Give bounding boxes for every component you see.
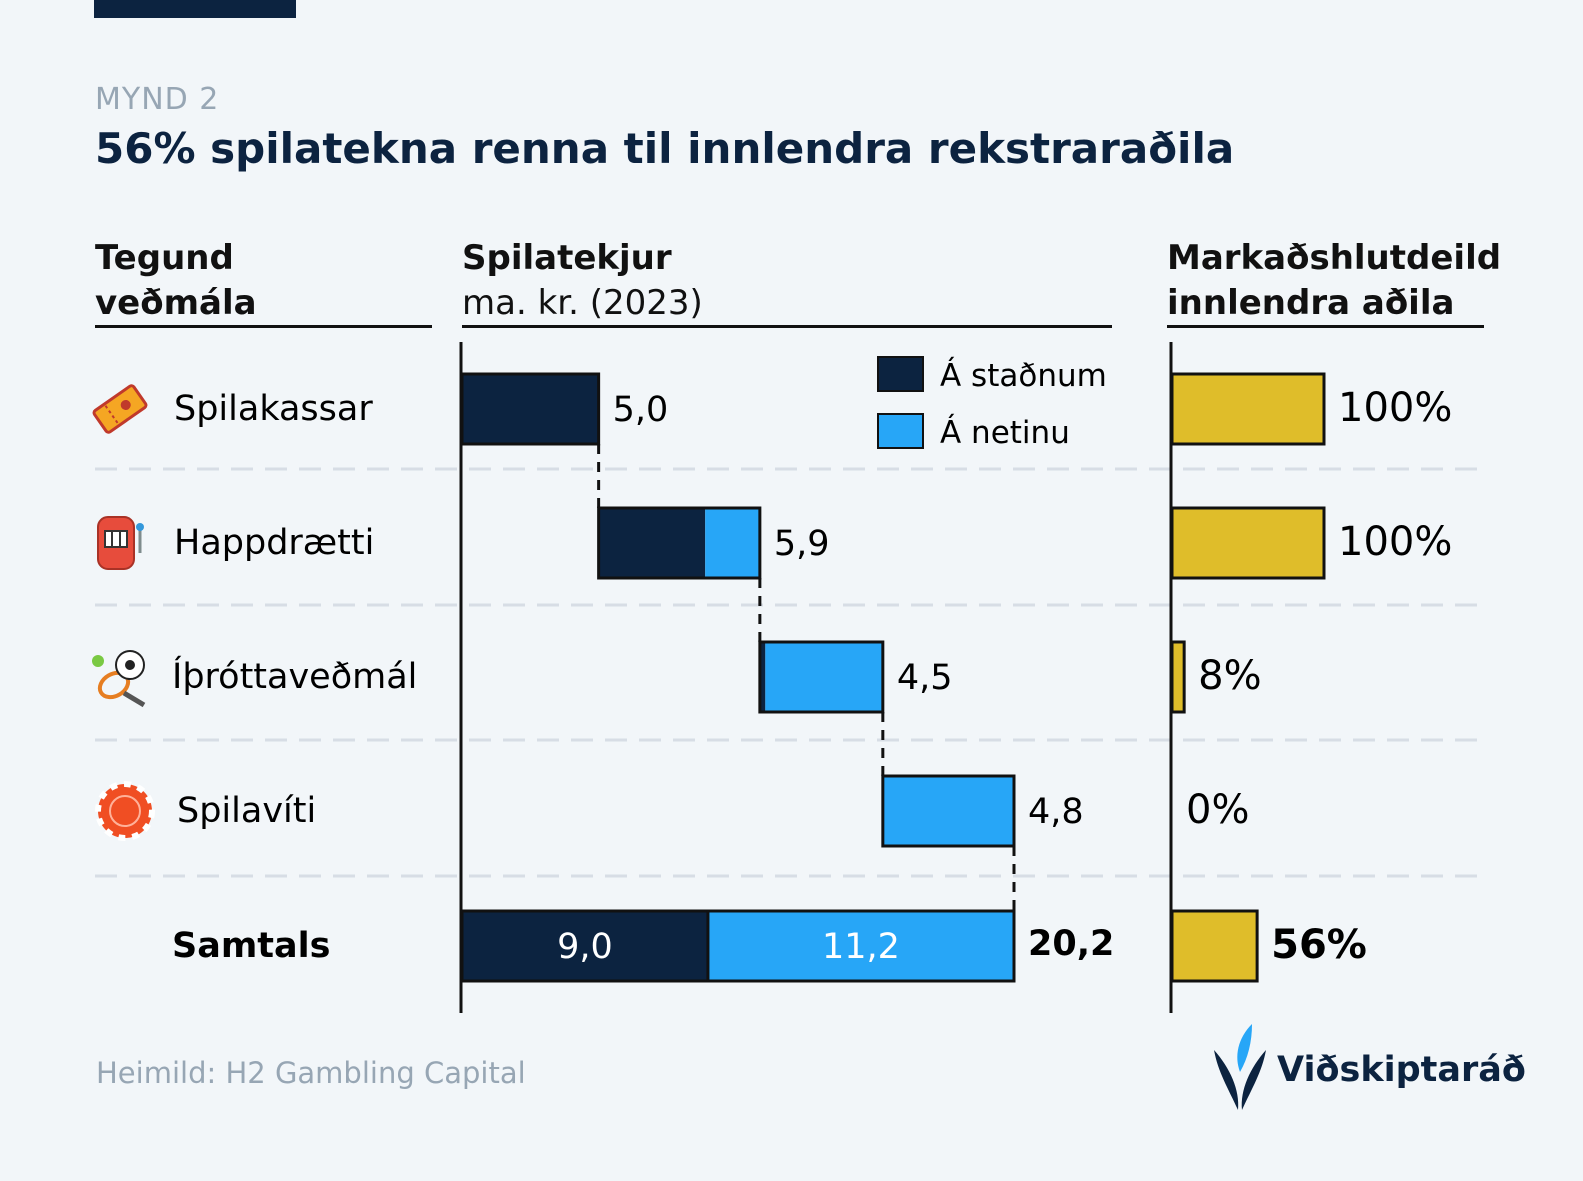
header-share-line2: innlendra aðila	[1167, 283, 1455, 323]
legend-label-onsite: Á staðnum	[940, 358, 1107, 394]
bar-outline	[758, 640, 885, 714]
header-revenue: Spilatekjur ma. kr. (2023)	[462, 236, 703, 326]
bar-value-label: 5,0	[613, 390, 669, 430]
header-share-line1: Markaðshlutdeild	[1167, 238, 1502, 278]
sports-icon	[92, 650, 146, 708]
share-value-label: 8%	[1198, 653, 1261, 699]
total-online-label: 11,2	[822, 927, 900, 967]
ticket-icon	[92, 384, 148, 434]
source-note: Heimild: H2 Gambling Capital	[96, 1056, 526, 1090]
bar-outline	[597, 506, 762, 580]
total-share-label: 56%	[1271, 922, 1367, 968]
bar-value-label: 4,8	[1028, 792, 1084, 832]
header-type: Tegund veðmála	[95, 236, 257, 326]
bar-onsite	[598, 508, 706, 578]
top-accent-bar	[94, 0, 296, 18]
total-bar-outline	[460, 909, 1016, 983]
bar-value-label: 5,9	[774, 524, 830, 564]
share-bar	[1170, 506, 1326, 580]
bar-onsite	[462, 374, 599, 444]
row-label: Íþróttaveðmál	[172, 655, 417, 697]
share-bar	[1170, 640, 1186, 714]
bar-onsite	[759, 642, 766, 712]
bar-outline	[460, 372, 601, 446]
header-share: Markaðshlutdeild innlendra aðila	[1167, 236, 1501, 326]
header-revenue-line1: Spilatekjur	[462, 238, 672, 278]
bar-online	[765, 642, 883, 712]
legend-label-online: Á netinu	[940, 415, 1070, 451]
total-share-bar	[1170, 909, 1259, 983]
bar-online	[882, 776, 1014, 846]
header-type-line1: Tegund	[95, 238, 234, 278]
legend-swatch-online	[877, 413, 924, 449]
bar-outline	[881, 774, 1016, 848]
share-value-label: 100%	[1338, 519, 1452, 565]
total-value-label: 20,2	[1028, 924, 1114, 964]
share-value-label: 100%	[1338, 385, 1452, 431]
row-label: Spilavíti	[177, 791, 316, 831]
bar-value-label: 4,5	[897, 658, 953, 698]
header-rule-revenue	[462, 325, 1112, 328]
total-label: Samtals	[172, 926, 330, 966]
slot-machine-icon	[97, 516, 144, 570]
row-label: Happdrætti	[174, 523, 374, 563]
header-type-line2: veðmála	[95, 283, 257, 323]
chart-title: 56% spilatekna renna til innlendra rekst…	[95, 124, 1235, 173]
figure-label: MYND 2	[95, 82, 220, 117]
vidskiptarad-logo-icon	[1214, 1024, 1266, 1110]
row-label: Spilakassar	[174, 389, 373, 429]
logo-text: Viðskiptaráð	[1277, 1050, 1526, 1090]
bar-online	[705, 508, 760, 578]
header-revenue-line2: ma. kr. (2023)	[462, 283, 703, 323]
total-bar-online	[707, 911, 1014, 981]
share-value-label: 0%	[1186, 787, 1249, 833]
share-bar	[1170, 372, 1326, 446]
total-onsite-label: 9,0	[557, 927, 613, 967]
header-rule-share	[1167, 325, 1484, 328]
total-bar-onsite	[462, 911, 708, 981]
casino-chip-icon	[95, 781, 155, 841]
legend-swatch-onsite	[877, 356, 924, 392]
header-rule-type	[95, 325, 432, 328]
